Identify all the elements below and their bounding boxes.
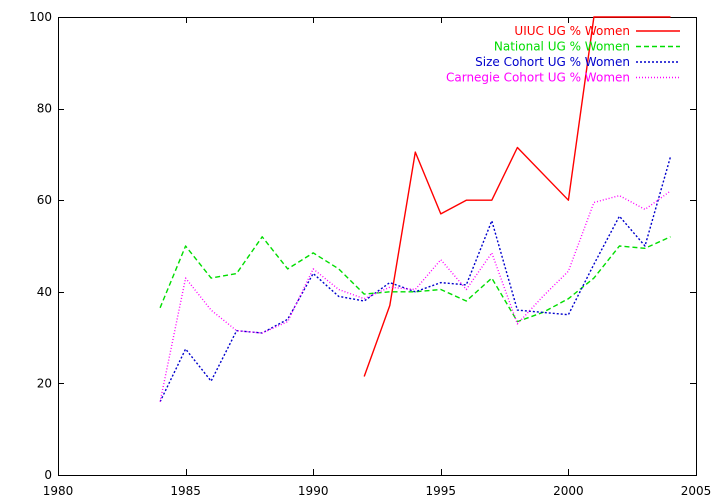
y-tick-label: 40: [37, 285, 52, 299]
series-line-2: [159, 156, 672, 403]
x-tick-label: 1980: [43, 484, 74, 498]
series-lines: [159, 16, 672, 403]
x-tick-label: 2000: [553, 484, 584, 498]
series-line-3: [159, 190, 671, 402]
plot-frame: [58, 17, 697, 476]
legend-label-3: Carnegie Cohort UG % Women: [446, 71, 630, 85]
x-tick-label: 2005: [681, 484, 712, 498]
x-tick-label: 1990: [298, 484, 329, 498]
legend-label-0: UIUC UG % Women: [514, 24, 630, 38]
y-tick-label: 20: [37, 376, 52, 390]
series-line-0: [363, 16, 671, 377]
y-tick-label: 100: [29, 10, 52, 24]
legend-label-1: National UG % Women: [494, 40, 630, 54]
x-tick-label: 1995: [426, 484, 457, 498]
legend-label-2: Size Cohort UG % Women: [475, 55, 630, 69]
y-tick-label: 0: [44, 468, 52, 482]
x-tick-label: 1985: [170, 484, 201, 498]
y-tick-label: 60: [37, 193, 52, 207]
axis-ticks: 1980 1985 1990 1995 2000 2005 0 20 40 60 80 100: [29, 10, 711, 498]
series-line-1: [159, 236, 671, 323]
y-tick-label: 80: [37, 102, 52, 116]
